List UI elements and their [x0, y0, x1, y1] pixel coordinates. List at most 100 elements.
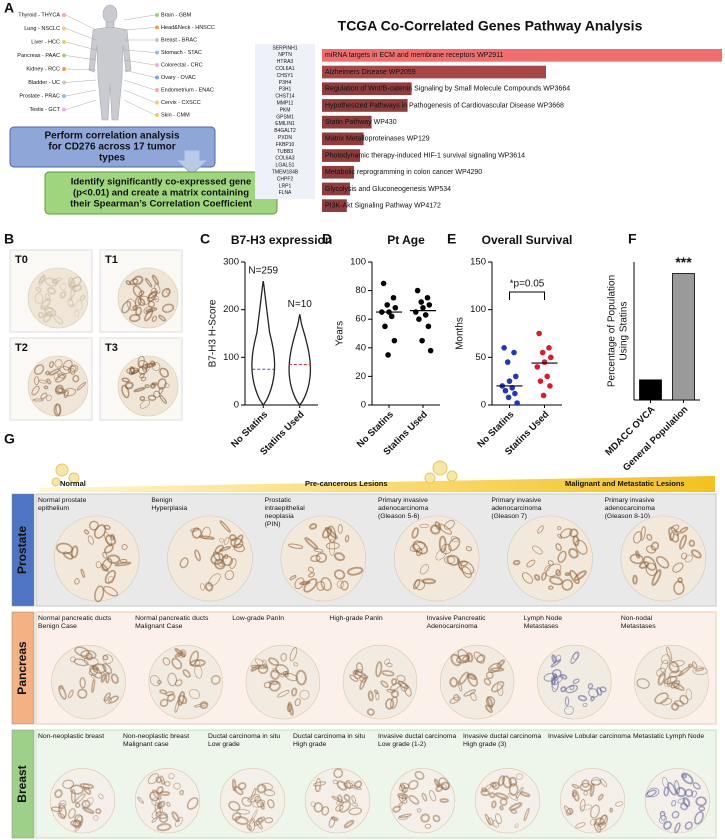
tissue-texture: [254, 795, 262, 804]
organ-label: Pancreas - PAAC: [17, 53, 60, 59]
tissue-texture: [219, 537, 224, 543]
tissue-texture: [219, 520, 231, 533]
tissue-texture: [102, 551, 108, 559]
tissue-texture: [486, 696, 494, 709]
tissue-texture: [159, 367, 169, 378]
tissue-texture: [68, 808, 76, 819]
tissue-texture: [572, 535, 580, 547]
tissue-texture: [564, 696, 570, 707]
tissue-texture: [533, 574, 541, 581]
tissue-texture: [308, 523, 318, 530]
tissue-texture: [449, 677, 459, 688]
tissue-texture: [48, 361, 55, 369]
panel-label: C: [200, 231, 210, 247]
tissue-texture: [555, 654, 562, 662]
tissue-texture: [557, 550, 567, 563]
tissue-texture: [264, 817, 274, 824]
tissue-texture: [40, 392, 48, 400]
tissue-texture: [597, 793, 604, 801]
tissue-texture: [656, 667, 666, 677]
tissue-texture: [481, 787, 488, 793]
tissue-texture: [682, 797, 691, 807]
tissue-texture: [414, 770, 425, 780]
cell-caption: Ductal carcinoma in situ: [208, 733, 280, 740]
tissue-texture: [53, 403, 62, 417]
tissue-texture: [152, 789, 162, 800]
point: [418, 299, 425, 305]
organ-label: Skin - CMM: [161, 112, 190, 118]
tissue-core: [342, 644, 418, 720]
tissue-texture: [680, 552, 688, 560]
tissue-texture: [46, 394, 52, 402]
tissue-texture: [565, 807, 574, 816]
organ-dot: [62, 94, 66, 98]
tissue-texture: [571, 791, 578, 798]
tissue-texture: [499, 805, 504, 811]
tissue-texture: [33, 364, 45, 376]
tissue-texture: [692, 666, 708, 675]
tissue-texture: [182, 669, 191, 678]
tissue-texture: [458, 671, 469, 686]
tissue-texture: [231, 812, 242, 821]
tissue-texture: [171, 811, 180, 823]
point: [546, 345, 552, 351]
tissue-texture: [261, 782, 274, 790]
tissue-texture: [366, 708, 375, 716]
organ-label: Prostate - PRAC: [19, 93, 60, 99]
tissue-texture: [698, 805, 706, 812]
tissue-texture: [333, 552, 346, 562]
organ-dot: [62, 80, 66, 85]
cell-caption: (Gleason 8-10): [605, 513, 650, 520]
tissue-texture: [650, 541, 660, 551]
tissue-texture: [458, 560, 475, 575]
tissue-texture: [101, 558, 113, 572]
point: [382, 323, 388, 330]
gene-name: P3H1: [279, 87, 292, 93]
tissue-texture: [398, 794, 408, 804]
tissue-texture: [414, 579, 426, 591]
tissue-texture: [638, 561, 650, 569]
tissue-texture: [694, 667, 705, 672]
tissue-texture: [80, 568, 86, 578]
organ-label: Liver - HCC: [31, 39, 60, 45]
tissue-texture: [102, 654, 109, 661]
tissue-texture: [434, 521, 442, 531]
tissue-texture: [663, 676, 678, 685]
tissue-texture: [151, 315, 157, 323]
cell-caption: Ductal carcinoma in situ: [293, 733, 365, 740]
tissue-texture: [275, 664, 289, 676]
tissue-texture: [107, 576, 115, 584]
tissue-texture: [381, 670, 395, 677]
tissue-texture: [114, 561, 132, 567]
tissue-texture: [667, 675, 672, 687]
tissue-texture: [694, 811, 704, 825]
tissue-texture: [421, 792, 428, 802]
organ-dot: [62, 26, 66, 31]
tissue-texture: [646, 533, 653, 541]
y-tick-label: 200: [223, 304, 239, 315]
tissue-texture: [316, 581, 326, 591]
organ-leader: [123, 89, 156, 103]
tissue-texture: [51, 278, 59, 285]
gene-name: CHST14: [275, 94, 294, 100]
y-tick-label: 20: [355, 371, 366, 382]
tissue-texture: [568, 547, 579, 559]
image-label: T1: [105, 254, 118, 266]
tissue-texture: [577, 695, 588, 702]
point: [541, 359, 548, 365]
cell-caption: Benign: [151, 497, 172, 504]
tissue-texture: [289, 646, 298, 662]
tissue-texture: [286, 703, 292, 713]
tissue-texture: [67, 689, 74, 699]
tissue-texture: [543, 672, 558, 682]
tissue-texture: [671, 810, 680, 819]
tissue-texture: [179, 557, 189, 569]
tissue-texture: [677, 798, 686, 804]
tissue-texture: [72, 374, 80, 383]
tissue-texture: [557, 526, 562, 531]
tissue-texture: [343, 793, 351, 802]
tissue-texture: [74, 646, 90, 657]
y-tick-label: 100: [223, 352, 239, 363]
point: [514, 400, 520, 406]
